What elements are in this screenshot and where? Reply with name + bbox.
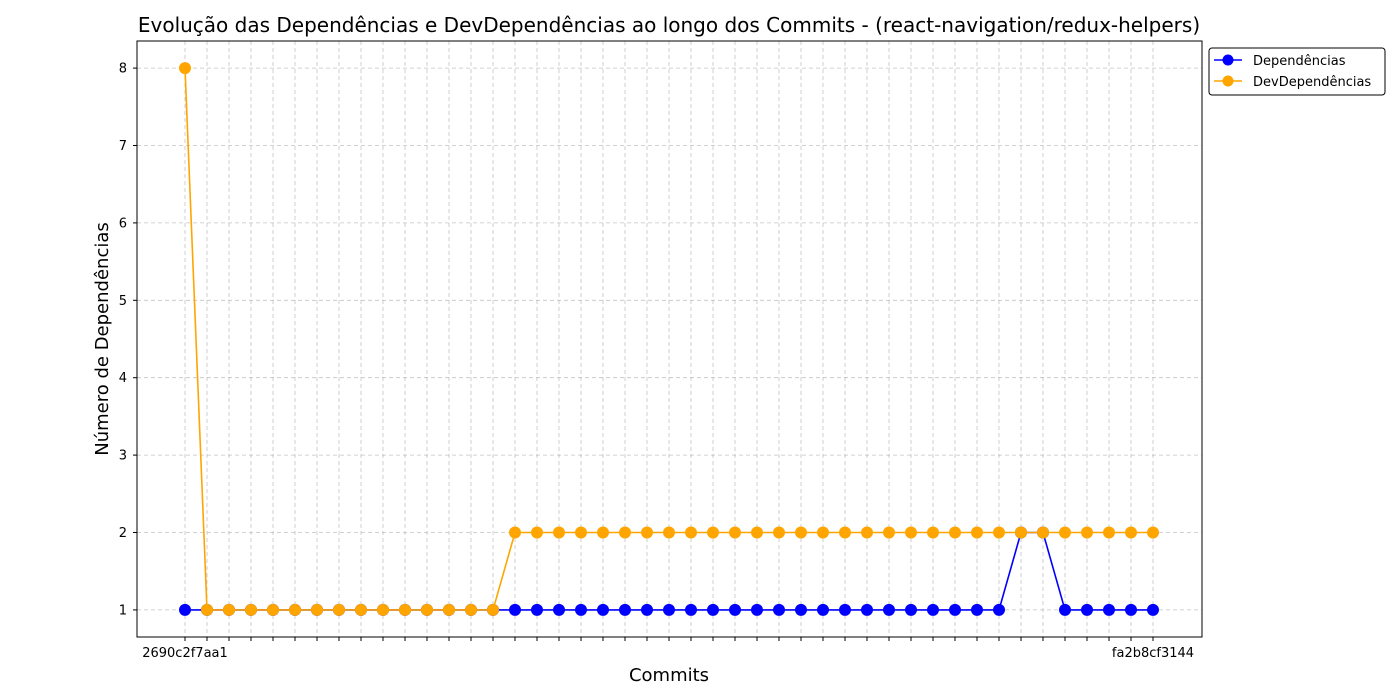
data-point-dependencias — [751, 603, 763, 616]
data-point-dependencias — [1147, 603, 1159, 616]
y-tick-label: 3 — [119, 449, 127, 464]
data-point-devdependencias — [1103, 526, 1115, 539]
data-point-devdependencias — [949, 526, 961, 539]
data-point-devdependencias — [245, 603, 257, 616]
data-point-dependencias — [883, 603, 895, 616]
data-point-devdependencias — [1125, 526, 1137, 539]
data-point-devdependencias — [795, 526, 807, 539]
y-tick-label: 8 — [119, 62, 127, 77]
data-point-devdependencias — [1015, 526, 1027, 539]
chart-title: Evolução das Dependências e DevDependênc… — [138, 13, 1200, 37]
y-tick-label: 1 — [119, 603, 127, 618]
data-point-dependencias — [509, 603, 521, 616]
data-point-devdependencias — [663, 526, 675, 539]
data-point-devdependencias — [619, 526, 631, 539]
legend: Dependências DevDependências — [1208, 47, 1386, 96]
data-point-dependencias — [575, 603, 587, 616]
data-point-devdependencias — [817, 526, 829, 539]
x-axis: 2690c2f7aa1 fa2b8cf3144 — [142, 637, 1194, 661]
data-point-devdependencias — [179, 62, 191, 75]
data-point-dependencias — [707, 603, 719, 616]
data-point-devdependencias — [641, 526, 653, 539]
data-point-devdependencias — [465, 603, 477, 616]
data-point-devdependencias — [1059, 526, 1071, 539]
data-point-dependencias — [795, 603, 807, 616]
data-point-devdependencias — [289, 603, 301, 616]
legend-label-devdependencias: DevDependências — [1253, 75, 1371, 90]
data-point-dependencias — [971, 603, 983, 616]
data-point-devdependencias — [707, 526, 719, 539]
data-point-dependencias — [1103, 603, 1115, 616]
data-point-devdependencias — [377, 603, 389, 616]
series-layer — [179, 62, 1159, 616]
data-point-devdependencias — [223, 603, 235, 616]
data-point-devdependencias — [1147, 526, 1159, 539]
y-axis: 1 2 3 4 5 6 7 8 — [119, 62, 137, 618]
x-axis-label: Commits — [629, 665, 709, 686]
data-point-devdependencias — [773, 526, 785, 539]
legend-label-dependencias: Dependências — [1253, 54, 1346, 69]
data-point-devdependencias — [685, 526, 697, 539]
data-point-devdependencias — [1037, 526, 1049, 539]
y-axis-label: Número de Dependências — [92, 222, 113, 456]
data-point-devdependencias — [861, 526, 873, 539]
data-point-dependencias — [729, 603, 741, 616]
data-point-dependencias — [993, 603, 1005, 616]
data-point-dependencias — [597, 603, 609, 616]
data-point-dependencias — [663, 603, 675, 616]
x-tick-label-last: fa2b8cf3144 — [1112, 646, 1194, 661]
data-point-devdependencias — [993, 526, 1005, 539]
data-point-dependencias — [773, 603, 785, 616]
y-tick-label: 2 — [119, 526, 127, 541]
data-point-dependencias — [641, 603, 653, 616]
data-point-dependencias — [839, 603, 851, 616]
data-point-dependencias — [1125, 603, 1137, 616]
data-point-devdependencias — [267, 603, 279, 616]
data-point-devdependencias — [421, 603, 433, 616]
data-point-devdependencias — [971, 526, 983, 539]
data-point-dependencias — [619, 603, 631, 616]
legend-marker-dependencias — [1222, 54, 1234, 66]
y-tick-label: 6 — [119, 216, 127, 231]
data-point-dependencias — [949, 603, 961, 616]
x-tick-label-first: 2690c2f7aa1 — [142, 646, 228, 661]
data-point-dependencias — [817, 603, 829, 616]
data-point-dependencias — [905, 603, 917, 616]
data-point-devdependencias — [487, 603, 499, 616]
data-point-devdependencias — [729, 526, 741, 539]
data-point-dependencias — [531, 603, 543, 616]
data-point-devdependencias — [333, 603, 345, 616]
data-point-devdependencias — [311, 603, 323, 616]
data-point-devdependencias — [905, 526, 917, 539]
data-point-devdependencias — [575, 526, 587, 539]
data-point-devdependencias — [509, 526, 521, 539]
data-point-devdependencias — [399, 603, 411, 616]
data-point-devdependencias — [355, 603, 367, 616]
legend-box — [1208, 47, 1386, 96]
data-point-devdependencias — [443, 603, 455, 616]
data-point-dependencias — [685, 603, 697, 616]
data-point-devdependencias — [751, 526, 763, 539]
legend-marker-devdependencias — [1222, 75, 1234, 87]
data-point-dependencias — [927, 603, 939, 616]
data-point-devdependencias — [1081, 526, 1093, 539]
data-point-devdependencias — [531, 526, 543, 539]
data-point-dependencias — [861, 603, 873, 616]
y-tick-label: 4 — [119, 371, 127, 386]
y-tick-label: 5 — [119, 294, 127, 309]
data-point-dependencias — [179, 603, 191, 616]
data-point-devdependencias — [883, 526, 895, 539]
data-point-devdependencias — [201, 603, 213, 616]
data-point-devdependencias — [839, 526, 851, 539]
data-point-devdependencias — [553, 526, 565, 539]
data-point-devdependencias — [597, 526, 609, 539]
data-point-dependencias — [1081, 603, 1093, 616]
data-point-dependencias — [553, 603, 565, 616]
data-point-dependencias — [1059, 603, 1071, 616]
data-point-devdependencias — [927, 526, 939, 539]
y-tick-label: 7 — [119, 139, 127, 154]
